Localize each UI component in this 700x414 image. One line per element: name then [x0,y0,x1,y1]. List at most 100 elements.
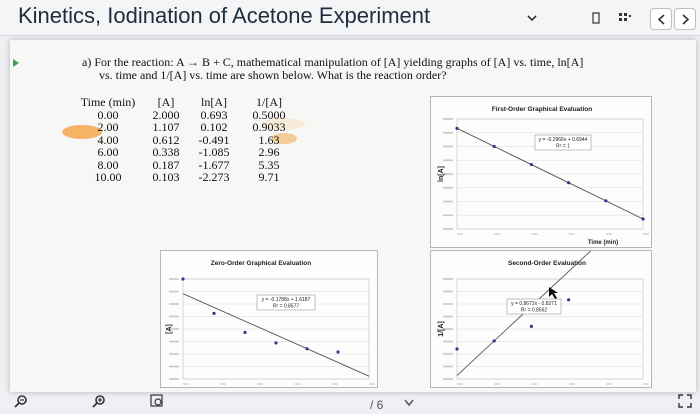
highlight-mark [62,125,102,139]
page-marker-icon [13,59,19,67]
table-row: 8.00 0.187 -1.677 5.35 [72,157,298,172]
table-cell: 5.35 [258,157,280,172]
data-point [455,126,459,130]
chevron-left-icon [657,14,665,25]
data-point [529,162,533,167]
column-header: Time (min) [80,95,136,109]
bookmark-icon[interactable] [592,12,600,24]
data-point [567,181,571,185]
data-point [243,330,247,334]
data-point [529,324,533,328]
data-point [212,311,216,315]
chevron-down-icon[interactable] [526,12,538,24]
table-cell: 0.187 [152,157,180,172]
table-cell: 1.63 [258,132,280,147]
highlight-mark [271,133,297,144]
y-axis-label: 1/[A] [438,321,445,337]
data-point [455,347,459,351]
table-cell: 0.103 [152,170,180,184]
data-point [492,144,496,149]
data-point [274,341,278,345]
y-axis-label: ln[A] [438,166,445,182]
question-text: a) For the reaction: A → B + C, mathemat… [82,56,672,82]
table-cell: 10.00 [94,170,122,184]
data-point [181,277,185,281]
page-count: / 6 [370,398,384,412]
plot-area [182,278,370,380]
data-point [336,350,340,354]
table-cell: 1.107 [152,120,180,134]
zoom-out-icon[interactable] [14,394,28,408]
table-cell: -0.491 [198,132,230,147]
table-cell: 2.00 [97,120,119,134]
second-order-chart: Second-Order Evaluation 1/[A] y = 0.8672x … [430,250,652,388]
next-page-button[interactable] [674,8,696,30]
data-point [305,347,309,351]
chart-title: Second-Order Evaluation [508,260,586,267]
table-cell: 9.71 [258,170,280,184]
data-point [604,199,608,203]
table-cell: 0.338 [152,145,180,159]
document-title: Kinetics, Iodination of Acetone Experime… [18,3,431,28]
table-cell: 0.5000 [252,107,286,122]
grid-icon[interactable] [618,12,632,24]
y-axis-label: [A] [166,324,173,334]
first-order-plot: First-Order Graphical Evaluation ln[A] Tim… [438,106,649,246]
equation-box [506,298,562,315]
data-point [641,217,645,221]
table-row: 2.00 1.107 0.102 0.9033 [72,121,298,134]
table-cell: 2.000 [152,107,180,122]
trendline-equation: y = -0.1788x + 1.6187 [262,297,311,303]
table-cell: 6.00 [97,145,119,159]
r-squared-value: R² = 0.8562 [521,308,547,314]
page-indicator: / 6 [370,398,383,412]
data-point [567,298,571,302]
plot-area [456,278,644,380]
chevron-down-icon[interactable] [404,399,414,407]
table-header-row: Time (min) [A] ln[A] 1/[A] [72,96,298,109]
title-bar: Kinetics, Iodination of Acetone Experime… [0,0,700,36]
column-header: ln[A] [201,95,227,109]
plot-area [456,118,644,230]
highlight-mark [261,118,305,130]
table-cell: 0.00 [97,107,119,122]
zoom-in-icon[interactable] [92,394,106,408]
column-header: 1/[A] [256,95,282,109]
first-order-chart: First-Order Graphical Evaluation ln[A] Tim… [430,96,652,248]
question-line-1: a) For the reaction: A → B + C, mathemat… [82,55,584,69]
chart-title: Zero-Order Graphical Evaluation [211,260,311,267]
data-point [492,339,496,343]
table-cell: 8.00 [97,157,119,172]
table-cell: -1.677 [198,157,230,172]
chevron-right-icon [682,14,690,25]
chart-title: First-Order Graphical Evaluation [492,106,592,113]
equation-box [256,294,316,311]
r-squared-value: R² = 1 [556,144,570,150]
fullscreen-icon[interactable] [678,394,692,408]
table-cell: 0.102 [200,120,228,134]
data-table: Time (min) [A] ln[A] 1/[A] 0.00 2.000 0.69… [72,96,298,184]
zero-order-chart: Zero-Order Graphical Evaluation [A] y = -0… [160,250,378,388]
column-header: [A] [157,95,175,109]
x-axis-label: Time (min) [588,240,618,246]
previous-page-button[interactable] [650,8,672,30]
trendline-equation: y = 0.8672x - 0.8271 [511,301,557,307]
trendline [182,293,370,377]
second-order-plot: Second-Order Evaluation 1/[A] y = 0.8672x … [438,251,649,385]
trendline-equation: y = -0.2966x + 0.6944 [539,137,588,143]
table-cell: -2.273 [198,170,230,184]
r-squared-value: R² = 0.8577 [273,304,299,310]
table-row: 0.00 2.000 0.693 0.5000 [72,107,298,122]
table-row: 6.00 0.338 -1.085 2.96 [72,146,298,159]
equation-box [534,134,592,151]
table-cell: 0.612 [152,132,180,147]
fit-page-icon[interactable] [150,394,164,408]
table-row: 4.00 0.612 -0.491 1.63 [72,132,298,147]
table-cell: 0.9033 [252,120,286,134]
question-line-2: vs. time and 1/[A] vs. time are shown be… [99,68,447,82]
table-cell: -1.085 [198,145,230,159]
table-cell: 4.00 [97,132,119,147]
table-cell: 2.96 [258,145,280,159]
cursor-icon [549,287,558,299]
table-cell: 0.693 [200,107,228,122]
